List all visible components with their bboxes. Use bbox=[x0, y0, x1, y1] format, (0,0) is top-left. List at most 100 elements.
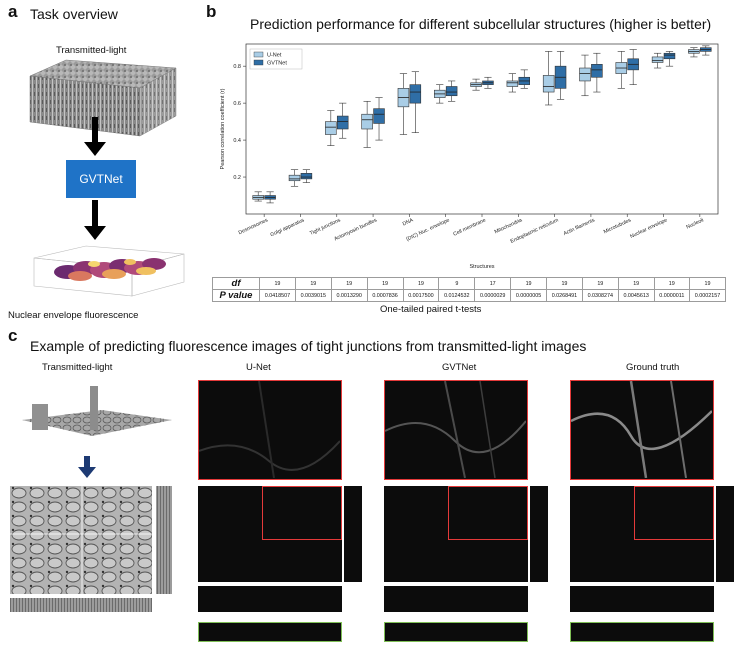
y-axis-ticks: 0.2 0.4 0.6 0.8 bbox=[233, 64, 246, 181]
panel-c-title: Example of predicting fluorescence image… bbox=[30, 338, 587, 354]
p-value-cell: 0.0308274 bbox=[581, 289, 619, 302]
x-tick-label: Tight junctions bbox=[309, 217, 342, 237]
box-body bbox=[288, 174, 301, 182]
unet-xy-image bbox=[198, 486, 342, 582]
box-unet-0 bbox=[252, 191, 264, 202]
box-unet-5 bbox=[434, 84, 446, 104]
arrow-head-icon-2 bbox=[84, 226, 106, 240]
df-row: df 19 19 19 19 19 9 17 19 19 19 19 19 19 bbox=[212, 277, 727, 290]
df-cell: 19 bbox=[688, 277, 727, 290]
arrow-head-icon bbox=[84, 142, 106, 156]
df-cell: 19 bbox=[653, 277, 690, 290]
gvtnet-model-label: GVTNet bbox=[79, 172, 123, 186]
ground-truth-zoom-region bbox=[634, 486, 714, 540]
p-value-cell: 0.0000005 bbox=[510, 289, 547, 302]
ground-truth-zoom-structures bbox=[570, 380, 713, 479]
p-value-cell: 0.0039015 bbox=[294, 289, 332, 302]
legend-swatch bbox=[253, 51, 264, 58]
box-gvtnet-2 bbox=[336, 102, 349, 139]
box-unet-3 bbox=[361, 100, 373, 148]
df-cell: 19 bbox=[330, 277, 368, 290]
x-axis-tick-labels: Desmosomes Golgi apparatus Tight junctions… bbox=[238, 214, 705, 245]
arrow-down-icon-2 bbox=[92, 200, 98, 227]
transmitted-light-slices bbox=[10, 486, 172, 612]
panel-a-letter: a bbox=[8, 2, 18, 21]
gvtnet-model-box: GVTNet bbox=[66, 160, 136, 198]
df-cell: 19 bbox=[581, 277, 619, 290]
df-cell: 19 bbox=[546, 277, 583, 290]
panel-c-letter: c bbox=[8, 326, 18, 345]
col-label-gvtnet: GVTNet bbox=[442, 362, 477, 373]
box-unet-10 bbox=[615, 51, 628, 89]
p-value-cell: 0.0000029 bbox=[474, 289, 512, 302]
panel-b-letter: b bbox=[206, 2, 217, 21]
down-arrow-icon bbox=[78, 456, 96, 478]
box-body bbox=[336, 115, 349, 130]
box-gvtnet-4 bbox=[409, 71, 422, 133]
df-cell: 19 bbox=[294, 277, 332, 290]
box-unet-12 bbox=[688, 47, 700, 58]
box-gvtnet-6 bbox=[482, 76, 494, 89]
box-body bbox=[663, 52, 676, 60]
gvtnet-xz-zoom bbox=[384, 622, 528, 642]
col-label-transmitted: Transmitted-light bbox=[42, 362, 113, 373]
box-unet-11 bbox=[651, 52, 664, 69]
box-body bbox=[409, 84, 422, 104]
plot-frame bbox=[245, 43, 719, 215]
col-label-unet: U-Net bbox=[246, 362, 271, 373]
legend-label: GVTNet bbox=[267, 61, 287, 67]
p-value-cell: 0.0045613 bbox=[617, 289, 655, 302]
box-body bbox=[591, 64, 603, 78]
p-value-cell: 0.0418507 bbox=[259, 289, 296, 302]
box-gvtnet-9 bbox=[591, 52, 603, 93]
p-value-cell: 0.0002157 bbox=[688, 289, 727, 302]
box-gvtnet-0 bbox=[264, 191, 276, 204]
arrow-down-icon bbox=[92, 117, 98, 144]
box-unet-7 bbox=[506, 73, 519, 93]
boxes-layer bbox=[252, 45, 712, 204]
y-tick-label: 0.2 bbox=[233, 175, 241, 181]
x-tick-label: Golgi apparatus bbox=[270, 217, 306, 238]
x-tick-label: Microtubules bbox=[603, 217, 633, 235]
ground-truth-xy-image bbox=[570, 486, 714, 582]
box-gvtnet-12 bbox=[700, 45, 712, 56]
gvtnet-zoom-region bbox=[448, 486, 528, 540]
box-gvtnet-11 bbox=[663, 51, 676, 67]
ground-truth-xz-view bbox=[570, 586, 714, 612]
stats-table: df 19 19 19 19 19 9 17 19 19 19 19 19 19 P value 0.0… bbox=[212, 277, 727, 302]
output-label: Nuclear envelope fluorescence bbox=[8, 310, 139, 321]
p-value-cell: 0.0017500 bbox=[402, 289, 440, 302]
ground-truth-xz-zoom bbox=[570, 622, 714, 642]
x-axis-label: Structures bbox=[469, 264, 494, 270]
p-label: P value bbox=[212, 289, 260, 302]
box-body bbox=[506, 80, 519, 87]
gvtnet-side-view bbox=[530, 486, 548, 582]
gvtnet-xy-image bbox=[384, 486, 528, 582]
box-unet-8 bbox=[542, 51, 555, 106]
df-cell: 19 bbox=[402, 277, 440, 290]
df-cell: 9 bbox=[438, 277, 476, 290]
x-tick-label: Actin filaments bbox=[563, 217, 596, 237]
col-label-ground-truth: Ground truth bbox=[626, 362, 680, 373]
box-gvtnet-1 bbox=[300, 169, 313, 183]
nuclear-envelope-3d-render bbox=[33, 245, 185, 297]
legend: U-Net GVTNet bbox=[249, 48, 303, 70]
y-axis-label: Pearson correlation coefficient (r) bbox=[220, 88, 226, 169]
df-cell: 19 bbox=[366, 277, 404, 290]
unet-xz-zoom bbox=[198, 622, 342, 642]
gvtnet-zoom-image bbox=[384, 380, 528, 480]
box-body bbox=[445, 86, 458, 97]
box-body bbox=[579, 67, 591, 82]
box-gvtnet-5 bbox=[445, 80, 458, 102]
box-body bbox=[325, 121, 337, 135]
box-body bbox=[651, 56, 664, 63]
x-tick-label: Mitochondria bbox=[494, 217, 524, 235]
box-unet-1 bbox=[288, 169, 301, 187]
p-value-cell: 0.0013290 bbox=[330, 289, 368, 302]
box-body bbox=[361, 113, 373, 130]
box-body bbox=[300, 173, 313, 180]
input-label: Transmitted-light bbox=[56, 45, 127, 56]
df-label: df bbox=[212, 277, 260, 290]
gvtnet-xz-view bbox=[384, 586, 528, 612]
box-unet-6 bbox=[470, 78, 482, 91]
